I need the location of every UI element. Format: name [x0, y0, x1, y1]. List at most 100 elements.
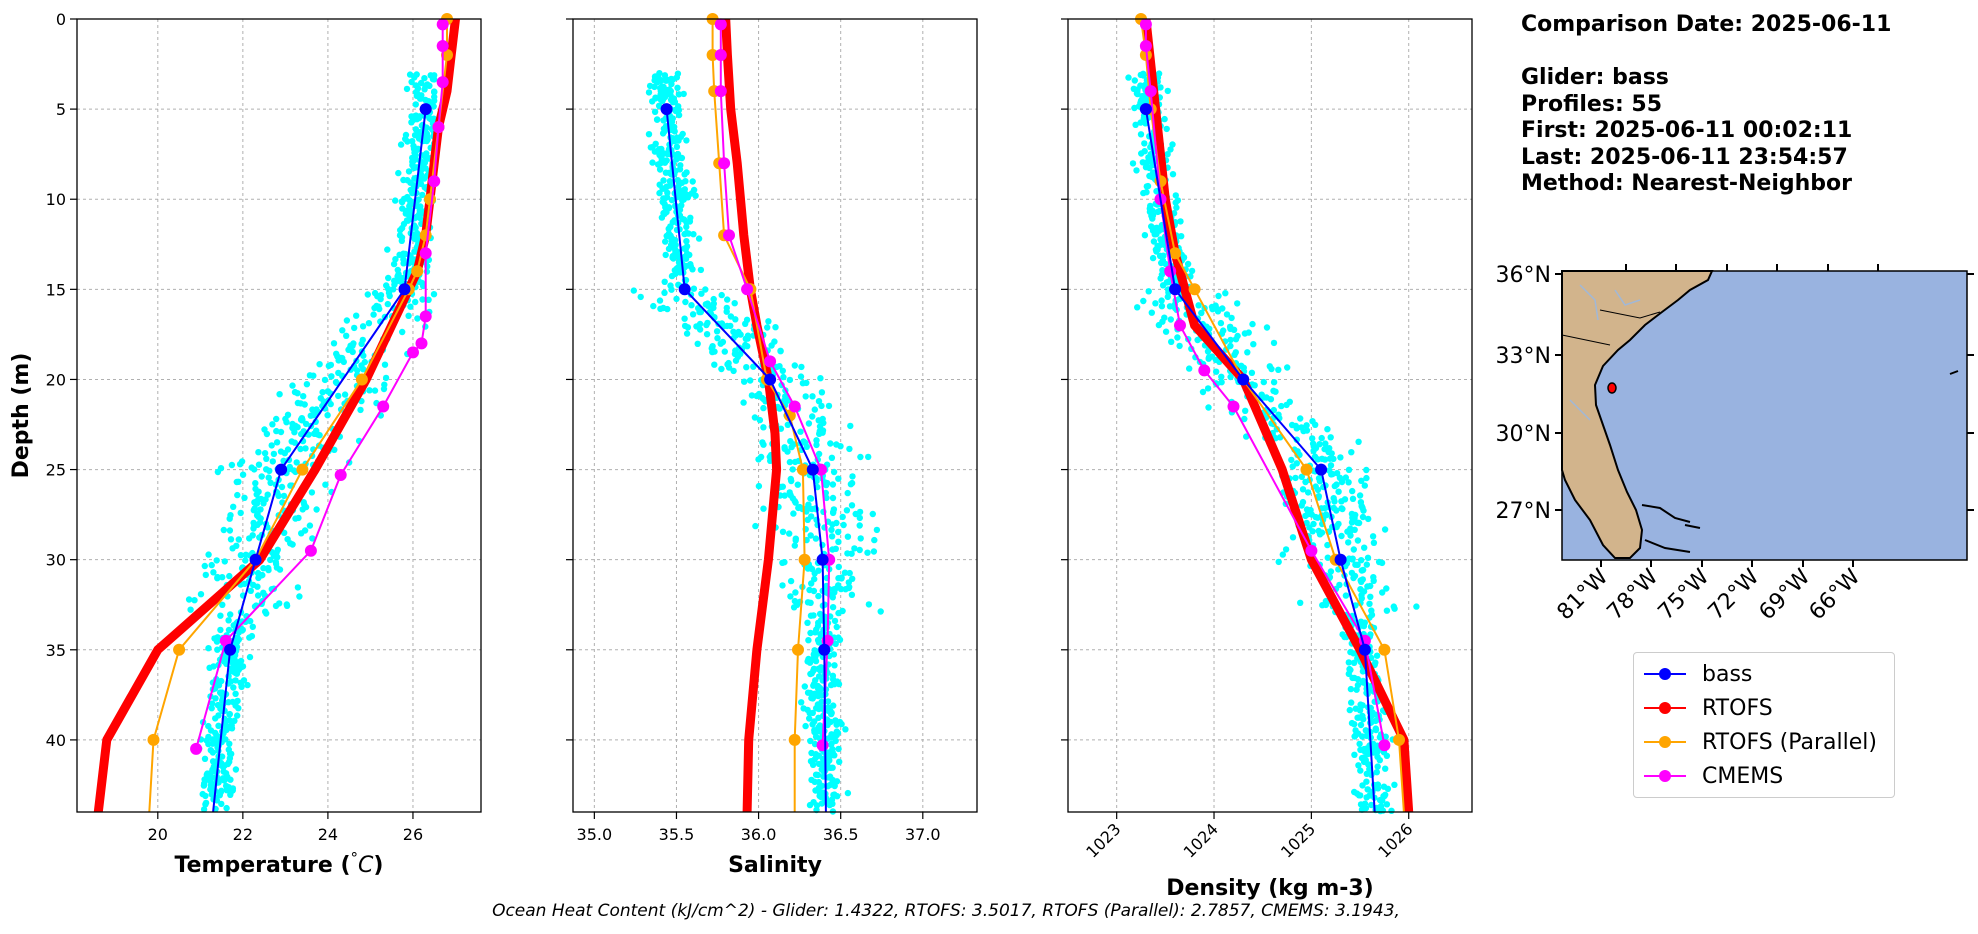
scatter-point — [1321, 445, 1328, 453]
scatter-point — [1300, 427, 1307, 435]
series-point — [1164, 265, 1177, 278]
scatter-point — [423, 155, 430, 162]
scatter-point — [683, 137, 690, 144]
scatter-point — [831, 589, 838, 596]
scatter-point — [345, 346, 352, 353]
scatter-point — [253, 497, 261, 505]
scatter-point — [660, 117, 667, 124]
scatter-point — [829, 494, 837, 502]
scatter-point — [809, 393, 816, 400]
scatter-point — [220, 763, 227, 771]
scatter-point — [221, 558, 228, 565]
scatter-point — [397, 141, 405, 148]
scatter-point — [724, 296, 731, 303]
scatter-point — [849, 473, 856, 480]
scatter-point — [230, 622, 237, 629]
scatter-point — [406, 71, 414, 78]
scatter-point — [278, 483, 286, 491]
scatter-point — [835, 528, 842, 536]
scatter-point — [230, 684, 237, 691]
scatter-point — [1338, 532, 1345, 540]
scatter-point — [254, 583, 261, 590]
scatter-point — [1368, 801, 1375, 809]
scatter-point — [1374, 753, 1381, 760]
scatter-point — [1328, 471, 1335, 478]
scatter-point — [219, 775, 227, 782]
scatter-point — [407, 201, 414, 208]
scatter-point — [205, 645, 212, 652]
scatter-point — [1303, 519, 1310, 527]
series-line-bass — [212, 108, 427, 813]
scatter-point — [409, 188, 416, 195]
scatter-point — [262, 496, 269, 503]
series-point — [1139, 103, 1152, 116]
scatter-point — [1358, 567, 1366, 574]
scatter-point — [1369, 533, 1377, 540]
scatter-point — [791, 362, 798, 369]
scatter-point — [804, 599, 812, 606]
scatter-point — [273, 439, 281, 446]
scatter-point — [1169, 141, 1176, 148]
scatter-point — [1275, 411, 1282, 418]
scatter-point — [431, 88, 438, 95]
map-lon-label: 69°W — [1755, 564, 1816, 625]
scatter-point — [1164, 293, 1172, 301]
scatter-point — [219, 574, 226, 581]
scatter-point — [679, 187, 686, 195]
series-point — [428, 175, 441, 188]
scatter-point — [786, 530, 793, 537]
scatter-point — [856, 522, 863, 529]
scatter-point — [410, 142, 417, 150]
scatter-point — [812, 771, 820, 778]
series-point — [792, 643, 804, 656]
scatter-point — [400, 176, 407, 184]
scatter-point — [815, 450, 823, 458]
scatter-point — [719, 338, 727, 346]
scatter-point — [790, 510, 797, 517]
scatter-point — [1375, 558, 1383, 566]
scatter-point — [666, 86, 673, 93]
scatter-point — [1309, 435, 1316, 442]
scatter-point — [1158, 259, 1165, 267]
scatter-point — [234, 661, 242, 668]
scatter-point — [1355, 438, 1362, 445]
scatter-point — [734, 353, 742, 361]
scatter-point — [1155, 70, 1163, 77]
series-point — [1139, 40, 1152, 52]
scatter-point — [651, 77, 658, 84]
scatter-point — [829, 481, 837, 488]
scatter-point — [730, 328, 737, 335]
scatter-point — [357, 406, 364, 414]
scatter-point — [409, 154, 416, 162]
scatter-point — [655, 146, 663, 153]
scatter-point — [835, 634, 842, 641]
scatter-point — [807, 495, 815, 502]
scatter-point — [366, 387, 373, 394]
scatter-point — [1360, 588, 1368, 595]
scatter-point — [816, 428, 823, 435]
scatter-point — [779, 367, 786, 374]
scatter-point — [404, 138, 411, 145]
scatter-point — [284, 411, 292, 418]
scatter-point — [1141, 148, 1148, 155]
scatter-point — [833, 679, 841, 686]
scatter-point — [290, 467, 298, 474]
scatter-point — [1268, 365, 1275, 373]
series-point — [296, 463, 309, 476]
scatter-point — [825, 707, 832, 714]
scatter-point — [818, 782, 826, 789]
scatter-point — [1383, 585, 1390, 592]
scatter-point — [1359, 504, 1366, 511]
series-point — [419, 310, 432, 323]
scatter-point — [423, 133, 431, 140]
scatter-point — [214, 646, 221, 653]
scatter-point — [310, 412, 317, 419]
scatter-point — [398, 237, 405, 244]
scatter-point — [1370, 574, 1377, 581]
scatter-point — [788, 477, 795, 485]
scatter-point — [358, 362, 365, 369]
scatter-point — [835, 745, 842, 753]
scatter-point — [412, 126, 420, 133]
scatter-point — [805, 501, 812, 508]
scatter-point — [837, 443, 844, 450]
